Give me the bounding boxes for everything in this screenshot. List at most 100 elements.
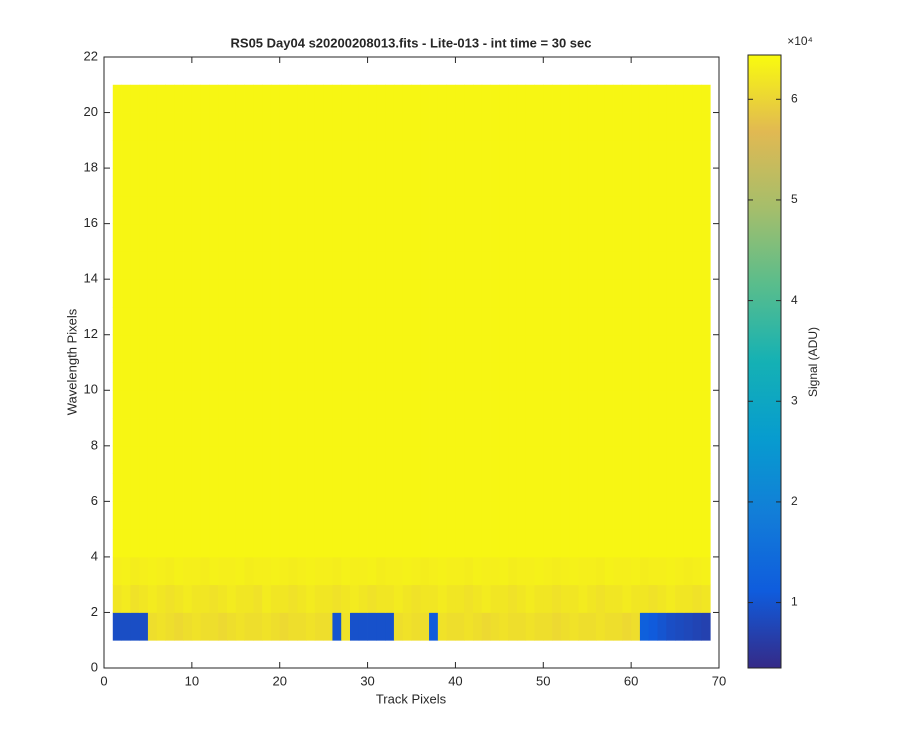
heatmap-cell — [587, 84, 597, 113]
heatmap-cell — [183, 445, 193, 474]
heatmap-cell — [516, 529, 527, 558]
colorbar-tick-label: 6 — [791, 91, 798, 105]
heatmap-cell — [587, 362, 597, 391]
heatmap-cell — [139, 418, 149, 447]
heatmap-cell — [156, 529, 166, 558]
heatmap-cell — [402, 612, 412, 641]
heatmap-cell — [358, 195, 368, 225]
heatmap-cell — [437, 112, 448, 141]
heatmap-cell — [683, 195, 694, 225]
heatmap-cell — [683, 612, 694, 641]
heatmap-cell — [437, 390, 448, 419]
colorbar — [748, 55, 781, 668]
heatmap-cell — [429, 556, 439, 586]
heatmap-cell — [446, 612, 456, 641]
heatmap-cell — [701, 473, 711, 502]
heatmap-cell — [183, 362, 193, 391]
heatmap-cell — [130, 473, 140, 502]
heatmap-cell — [516, 501, 527, 530]
heatmap-cell — [587, 223, 597, 252]
heatmap-cell — [227, 556, 237, 586]
heatmap-cell — [516, 334, 527, 363]
heatmap-cell — [244, 112, 254, 141]
heatmap-cell — [560, 612, 571, 641]
heatmap-cell — [147, 251, 158, 280]
heatmap-cell — [385, 112, 395, 141]
heatmap-cell — [666, 362, 676, 391]
heatmap-cell — [516, 195, 527, 225]
heatmap-cell — [297, 306, 307, 336]
heatmap-cell — [657, 251, 667, 280]
heatmap-cell — [139, 195, 149, 225]
heatmap-cell — [411, 418, 421, 447]
heatmap-cell — [253, 501, 263, 530]
heatmap-cell — [174, 306, 184, 336]
heatmap-cell — [446, 251, 456, 280]
heatmap-cell — [402, 362, 412, 391]
heatmap-cell — [648, 529, 658, 558]
heatmap-cell — [332, 195, 342, 225]
heatmap-cell — [288, 251, 298, 280]
heatmap-cell — [297, 584, 307, 613]
heatmap-cell — [112, 223, 122, 252]
heatmap-cell — [297, 334, 307, 363]
heatmap-cell — [350, 584, 360, 613]
heatmap-cell — [499, 473, 509, 502]
heatmap-cell — [631, 251, 641, 280]
heatmap-cell — [429, 279, 439, 308]
heatmap-cell — [139, 306, 149, 336]
heatmap-cell — [499, 195, 509, 225]
heatmap-cell — [631, 501, 641, 530]
heatmap-cell — [648, 140, 658, 169]
heatmap-cell — [367, 168, 377, 197]
heatmap-cell — [323, 334, 333, 363]
heatmap-cell — [253, 168, 263, 197]
heatmap-cell — [297, 362, 307, 391]
heatmap-cell — [147, 473, 158, 502]
heatmap-cell — [525, 279, 535, 308]
heatmap-cell — [596, 279, 606, 308]
heatmap-cell — [648, 84, 658, 113]
heatmap-cell — [587, 334, 597, 363]
heatmap-cell — [297, 168, 307, 197]
heatmap-cell — [596, 418, 606, 447]
heatmap-cell — [437, 473, 448, 502]
heatmap-cell — [596, 584, 606, 613]
heatmap-cell — [402, 140, 412, 169]
heatmap-cell — [683, 334, 694, 363]
heatmap-cell — [341, 251, 351, 280]
heatmap-cell — [587, 306, 597, 336]
heatmap-cell — [499, 140, 509, 169]
heatmap-cell — [429, 84, 439, 113]
heatmap-cell — [262, 390, 272, 419]
heatmap-cell — [376, 473, 386, 502]
heatmap-cell — [306, 84, 316, 113]
heatmap-cell — [174, 612, 184, 641]
heatmap-cell — [288, 556, 298, 586]
heatmap-cell — [631, 306, 641, 336]
heatmap-cell — [525, 251, 535, 280]
heatmap-cell — [227, 168, 237, 197]
heatmap-cell — [534, 362, 544, 391]
heatmap-cell — [596, 612, 606, 641]
heatmap-cell — [499, 529, 509, 558]
heatmap-cell — [288, 362, 298, 391]
heatmap-cell — [534, 140, 544, 169]
heatmap-cell — [218, 473, 228, 502]
heatmap-cell — [543, 445, 553, 474]
x-tick-label: 10 — [185, 673, 199, 688]
heatmap-cell — [596, 473, 606, 502]
heatmap-cell — [306, 306, 316, 336]
heatmap-cell — [350, 390, 360, 419]
heatmap-cell — [191, 584, 202, 613]
heatmap-cell — [279, 556, 289, 586]
heatmap-cell — [534, 334, 544, 363]
heatmap-cell — [552, 334, 562, 363]
heatmap-cell — [209, 112, 219, 141]
heatmap-cell — [675, 556, 685, 586]
heatmap-cell — [376, 612, 386, 641]
heatmap-cell — [139, 390, 149, 419]
heatmap-cell — [323, 140, 333, 169]
heatmap-cell — [350, 223, 360, 252]
